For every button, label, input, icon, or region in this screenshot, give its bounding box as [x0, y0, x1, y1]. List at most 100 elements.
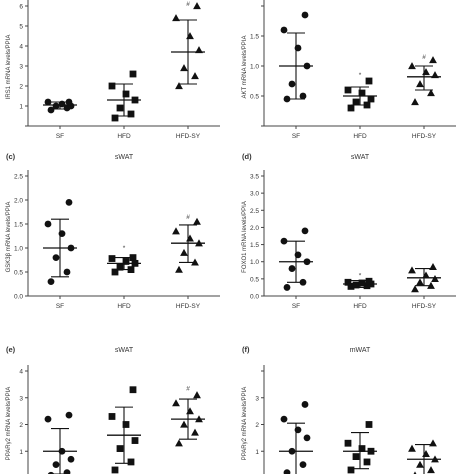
data-point: [172, 14, 180, 22]
panel-title: mWAT: [350, 347, 371, 354]
data-point: [47, 106, 55, 114]
data-point: [191, 72, 199, 80]
y-tick-label: 1.5: [14, 222, 23, 229]
y-tick-label: 0.5: [14, 270, 23, 277]
chart-panel-f: 1 2 3 PPARγ2 mRNA levels/PPIA (f) mWAT: [242, 345, 441, 474]
chart-panel-d: 0.0 0.5 1.0 1.5 2.0 2.5 3.0 3.5 FOXO1 mRNA level…: [242, 152, 456, 310]
data-point: [429, 439, 437, 447]
x-tick-label: SF: [56, 133, 64, 140]
data-point: [431, 71, 439, 79]
data-point: [416, 278, 424, 286]
data-point: [195, 239, 203, 247]
series-hfd-sy: [171, 391, 205, 447]
data-point: [172, 227, 180, 235]
series-hfd: [343, 77, 377, 112]
y-tick-label: 2.5: [250, 208, 259, 215]
data-point: [280, 26, 288, 34]
data-point: [416, 460, 424, 468]
data-point: [47, 278, 55, 285]
x-tick-label: HFD: [353, 303, 367, 310]
panel-title: sWAT: [115, 347, 134, 354]
significance-mark: *: [123, 245, 126, 252]
data-point: [358, 279, 366, 287]
y-tick-label: 1: [255, 449, 259, 456]
x-tick-label: SF: [292, 303, 300, 310]
data-point: [431, 274, 439, 282]
y-tick-label: 1.0: [250, 259, 259, 266]
data-point: [180, 248, 188, 256]
data-point: [186, 407, 194, 415]
data-point: [408, 266, 416, 274]
data-point: [58, 447, 66, 455]
data-point: [301, 227, 309, 235]
data-point: [52, 102, 60, 110]
data-point: [108, 413, 116, 420]
y-axis-label: AKT mRNA levels/PPIA: [242, 36, 248, 99]
y-tick-label: 2: [19, 84, 23, 91]
data-point: [116, 445, 124, 452]
data-point: [363, 458, 371, 466]
data-point: [283, 95, 291, 103]
data-point: [347, 466, 355, 474]
data-point: [58, 100, 66, 108]
data-point: [352, 98, 360, 106]
series-sf: [43, 411, 77, 474]
y-tick-label: 2.5: [14, 174, 23, 181]
series-hfd-sy: [407, 262, 441, 293]
y-axis-label: PPARγ2 mRNA levels/PPIA: [242, 387, 248, 461]
series-hfd: [107, 254, 141, 276]
data-point: [195, 46, 203, 54]
y-tick-label: 1.5: [250, 34, 259, 41]
data-point: [65, 199, 73, 206]
x-tick-label: HFD-SY: [412, 133, 437, 140]
series-hfd: [343, 277, 377, 290]
data-point: [288, 80, 296, 88]
data-point: [44, 415, 52, 423]
data-point: [186, 234, 194, 242]
data-point: [408, 62, 416, 70]
data-point: [344, 278, 352, 286]
significance-mark: *: [359, 272, 362, 279]
data-point: [175, 265, 183, 273]
data-point: [303, 62, 311, 70]
series-sf: [279, 401, 313, 474]
data-point: [429, 262, 437, 270]
data-point: [299, 278, 307, 286]
x-tick-label: HFD-SY: [412, 303, 437, 310]
chart-panel-e: 1 2 3 4 PPARγ2 mRNA levels/PPIA (e) sWAT #: [6, 345, 205, 474]
data-point: [175, 82, 183, 90]
data-point: [427, 89, 435, 97]
y-tick-label: 4: [19, 44, 23, 51]
data-point: [122, 421, 130, 428]
y-tick-label: 2: [255, 422, 259, 429]
y-tick-label: 2.0: [14, 198, 23, 205]
chart-panel-a: 1 2 3 4 5 6 IRS1 mRNA levels/PPIA SF HFD HFD-SY #: [6, 0, 220, 140]
series-hfd-sy: [407, 439, 441, 474]
chart-panel-c: 0.0 0.5 1.0 1.5 2.0 2.5 GSK3β mRNA levels/PPIA…: [6, 152, 220, 310]
series-hfd: [107, 70, 141, 122]
data-point: [288, 265, 296, 272]
data-point: [63, 268, 71, 276]
panel-title: sWAT: [351, 154, 370, 161]
data-point: [363, 101, 371, 109]
data-point: [416, 80, 424, 88]
data-point: [367, 447, 375, 455]
panel-label: (d): [242, 152, 252, 161]
y-tick-label: 0.5: [250, 94, 259, 101]
data-point: [111, 268, 119, 276]
data-point: [131, 96, 139, 104]
y-tick-label: 0.0: [250, 294, 259, 301]
data-point: [127, 110, 135, 118]
y-tick-label: 3: [19, 64, 23, 71]
data-point: [122, 90, 130, 98]
y-tick-label: 1: [19, 449, 23, 456]
data-point: [344, 439, 352, 447]
data-point: [186, 32, 194, 40]
data-point: [429, 56, 437, 64]
x-tick-label: SF: [56, 303, 64, 310]
data-point: [301, 401, 309, 408]
data-point: [344, 86, 352, 94]
data-point: [294, 251, 302, 259]
series-sf: [43, 98, 77, 114]
x-tick-label: HFD: [353, 133, 367, 140]
